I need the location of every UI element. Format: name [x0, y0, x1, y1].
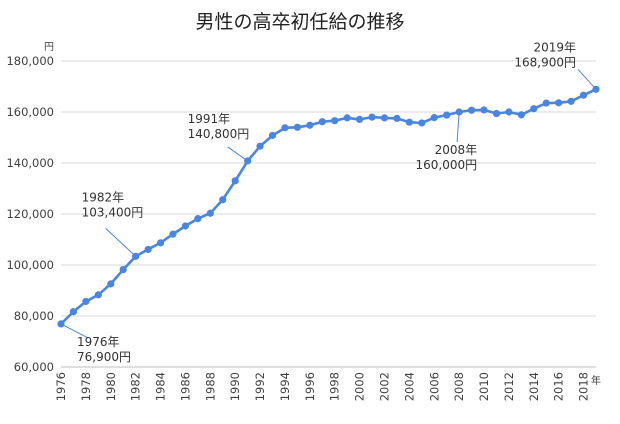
data-point — [119, 265, 127, 274]
y-axis-unit: 円 — [44, 42, 54, 53]
data-point — [505, 108, 513, 116]
data-point — [281, 124, 289, 132]
y-tick-label: 160,000 — [6, 105, 54, 119]
x-tick-label: 1988 — [203, 372, 217, 401]
annotation-leaders — [60, 68, 597, 339]
annotation-year: 2019年 — [533, 40, 576, 54]
data-point — [418, 119, 426, 127]
data-point — [69, 308, 78, 316]
annotation-year: 1991年 — [188, 112, 231, 126]
data-point — [443, 111, 451, 119]
data-point — [318, 118, 326, 126]
data-point — [268, 131, 277, 140]
y-tick-label: 80,000 — [14, 309, 54, 323]
data-point — [206, 209, 214, 217]
y-tick-label: 140,000 — [6, 156, 54, 170]
data-point — [405, 118, 413, 126]
annotation-value: 160,000円 — [416, 158, 478, 172]
annotation-value: 140,800円 — [188, 127, 250, 141]
data-point — [368, 113, 376, 121]
annotation-year: 2008年 — [435, 143, 478, 157]
data-point — [144, 245, 152, 254]
data-point — [306, 121, 314, 129]
x-tick-label: 1980 — [104, 372, 118, 401]
annotation-leader — [105, 227, 136, 257]
data-point — [555, 99, 563, 107]
data-point — [356, 115, 364, 123]
x-tick-label: 1996 — [303, 372, 317, 401]
x-axis-ticks: 1976 1978 1980 1982 1984 1986 1988 1990 1992 1994… — [54, 372, 591, 401]
annotation-leader — [577, 68, 597, 90]
data-point — [293, 123, 301, 131]
data-point — [380, 114, 389, 122]
y-tick-label: 180,000 — [6, 54, 54, 68]
x-tick-label: 2014 — [527, 372, 541, 401]
annotation-leader — [456, 111, 460, 143]
x-tick-label: 1984 — [154, 372, 168, 401]
chart-title: 男性の高卒初任給の推移 — [195, 11, 404, 33]
x-tick-label: 2000 — [353, 372, 367, 401]
data-point — [492, 109, 501, 118]
x-tick-label: 2008 — [452, 372, 466, 401]
annotation-value: 76,900円 — [77, 350, 131, 364]
data-point — [480, 106, 488, 114]
x-tick-label: 2004 — [402, 372, 416, 401]
gridlines — [61, 60, 596, 368]
x-tick-label: 1998 — [328, 372, 342, 401]
data-point — [181, 222, 190, 230]
data-point — [194, 214, 202, 223]
annotation-leader — [60, 323, 89, 339]
data-point — [132, 252, 140, 260]
data-point — [542, 99, 550, 107]
data-point — [343, 114, 351, 122]
data-point — [567, 97, 575, 105]
data-point — [219, 196, 227, 204]
data-point — [579, 91, 588, 99]
y-tick-label: 120,000 — [6, 207, 54, 221]
data-point — [467, 106, 476, 114]
annotation-value: 103,400円 — [82, 205, 144, 219]
data-point — [393, 114, 401, 122]
data-point — [57, 320, 65, 328]
data-point — [455, 108, 463, 116]
data-point — [592, 85, 600, 93]
series — [57, 85, 600, 328]
x-tick-label: 2002 — [377, 372, 391, 401]
y-tick-label: 100,000 — [6, 258, 54, 272]
data-point — [94, 291, 102, 299]
x-tick-label: 1986 — [178, 372, 192, 401]
annotation-value: 168,900円 — [514, 55, 576, 69]
x-tick-label: 2012 — [502, 372, 516, 401]
x-tick-label: 2010 — [477, 372, 491, 401]
data-point — [169, 230, 177, 238]
data-point — [430, 114, 438, 122]
x-tick-label: 1992 — [253, 372, 267, 401]
x-tick-label: 2016 — [552, 372, 566, 401]
y-axis-ticks: 60,000 80,000 100,000 120,000 140,000 160,000… — [6, 54, 54, 374]
x-tick-label: 1994 — [278, 372, 292, 401]
x-tick-label: 1982 — [129, 372, 143, 401]
x-tick-label: 2018 — [577, 372, 591, 401]
x-tick-label: 1976 — [54, 372, 68, 401]
data-point — [156, 239, 165, 247]
data-point — [107, 280, 115, 288]
x-axis-unit: 年 — [591, 374, 601, 387]
x-tick-label: 1990 — [228, 372, 242, 401]
data-point — [517, 111, 525, 119]
data-point — [331, 117, 339, 125]
annotation-year: 1976年 — [77, 335, 120, 349]
data-point — [231, 177, 239, 185]
data-point — [256, 142, 264, 150]
data-point — [82, 297, 90, 306]
annotation-year: 1982年 — [82, 190, 125, 204]
annotation-leader — [227, 146, 248, 162]
x-tick-label: 1978 — [79, 372, 93, 401]
data-point — [530, 105, 538, 113]
x-tick-label: 2006 — [427, 372, 441, 401]
y-tick-label: 60,000 — [14, 360, 54, 374]
data-point — [244, 157, 252, 165]
